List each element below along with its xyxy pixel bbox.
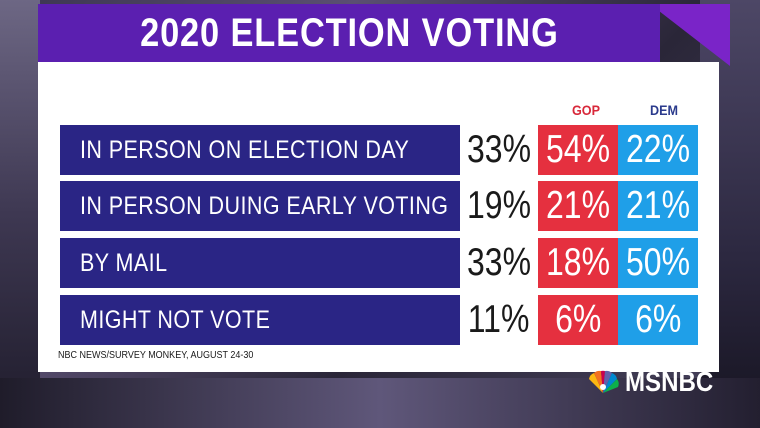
- row-label-cell: MIGHT NOT VOTE: [60, 295, 460, 345]
- title-bar: 2020 ELECTION VOTING: [38, 4, 660, 62]
- row-label-cell: BY MAIL: [60, 238, 460, 288]
- dem-value-text: 22%: [625, 128, 691, 171]
- background-left: [0, 0, 40, 428]
- dem-value: 6%: [618, 295, 698, 345]
- gop-value: 18%: [538, 238, 618, 288]
- dem-value: 22%: [618, 125, 698, 175]
- gop-value-text: 21%: [545, 184, 611, 227]
- row-label: IN PERSON ON ELECTION DAY: [80, 135, 410, 164]
- dem-column-header: DEM: [649, 102, 679, 118]
- overall-value-text: 19%: [466, 184, 532, 227]
- gop-value: 6%: [538, 295, 618, 345]
- dem-value: 50%: [618, 238, 698, 288]
- overall-value-text: 33%: [466, 128, 532, 171]
- overall-value-text: 33%: [466, 241, 532, 284]
- gop-value: 54%: [538, 125, 618, 175]
- overall-value: 19%: [460, 181, 538, 231]
- logo-text: MSNBC: [625, 366, 714, 397]
- nbc-peacock-icon: [589, 370, 619, 393]
- overall-value: 11%: [460, 295, 538, 345]
- row-label-cell: IN PERSON DUING EARLY VOTING: [60, 181, 460, 231]
- overall-value: 33%: [460, 125, 538, 175]
- overall-value: 33%: [460, 238, 538, 288]
- row-label: BY MAIL: [80, 248, 168, 277]
- title-accent: [650, 4, 730, 66]
- chart-title: 2020 ELECTION VOTING: [139, 10, 559, 55]
- dem-value-text: 6%: [634, 298, 682, 341]
- msnbc-logo: MSNBC: [585, 366, 728, 398]
- row-label-cell: IN PERSON ON ELECTION DAY: [60, 125, 460, 175]
- gop-value-text: 6%: [554, 298, 602, 341]
- table-row: IN PERSON DUING EARLY VOTING 19% 21% 21%: [60, 181, 700, 231]
- gop-column-header: GOP: [571, 102, 601, 118]
- table-row: IN PERSON ON ELECTION DAY 33% 54% 22%: [60, 125, 700, 175]
- source-note: NBC NEWS/SURVEY MONKEY, AUGUST 24-30: [58, 350, 254, 361]
- dem-value: 21%: [618, 181, 698, 231]
- background-bottom: [0, 378, 760, 428]
- overall-value-text: 11%: [468, 298, 530, 341]
- row-label: MIGHT NOT VOTE: [80, 305, 271, 334]
- gop-value: 21%: [538, 181, 618, 231]
- dem-value-text: 21%: [625, 184, 691, 227]
- table-row: MIGHT NOT VOTE 11% 6% 6%: [60, 295, 700, 345]
- gop-value-text: 54%: [545, 128, 611, 171]
- table-row: BY MAIL 33% 18% 50%: [60, 238, 700, 288]
- dem-value-text: 50%: [625, 241, 691, 284]
- row-label: IN PERSON DUING EARLY VOTING: [80, 191, 449, 220]
- gop-value-text: 18%: [545, 241, 611, 284]
